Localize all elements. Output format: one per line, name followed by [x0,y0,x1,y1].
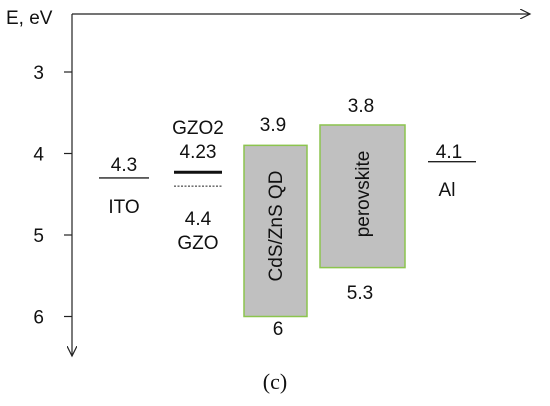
level-gzo: 4.4 GZO [174,185,222,254]
band-cds-zns-qd: 3.9 6 CdS/ZnS QD [243,115,308,340]
level-al: 4.1 Al [428,142,476,201]
gzo2-value-label: 4.23 [180,142,217,163]
y-tick-label: 3 [33,63,44,84]
al-value-label: 4.1 [436,142,462,163]
al-label: Al [439,180,456,201]
band-perovskite: 3.8 5.3 perovskite [319,96,406,304]
y-axis-label: E, eV [6,8,53,29]
perovskite-box [319,124,406,269]
figure-caption: (c) [263,369,287,394]
y-tick-label: 5 [33,226,44,247]
ito-value-label: 4.3 [111,155,137,176]
gzo-value-label: 4.4 [185,209,212,230]
perovskite-bottom-value: 5.3 [347,283,373,304]
ito-label: ITO [108,197,139,218]
y-tick-label: 6 [33,308,44,329]
cds-zns-qd-top-value: 3.9 [260,115,286,136]
level-gzo2: GZO2 4.23 [172,118,224,174]
gzo-label: GZO [177,233,218,254]
perovskite-top-value: 3.8 [348,96,374,117]
gzo2-label: GZO2 [172,118,224,139]
cds-zns-qd-label: CdS/ZnS QD [266,171,287,282]
cds-zns-qd-bottom-value: 6 [273,319,284,340]
level-ito: 4.3 ITO [99,155,149,218]
cds-zns-qd-box [243,144,308,318]
y-ticks: 3 4 5 6 [33,63,72,329]
y-tick-label: 4 [33,145,44,166]
perovskite-label: perovskite [353,151,374,238]
